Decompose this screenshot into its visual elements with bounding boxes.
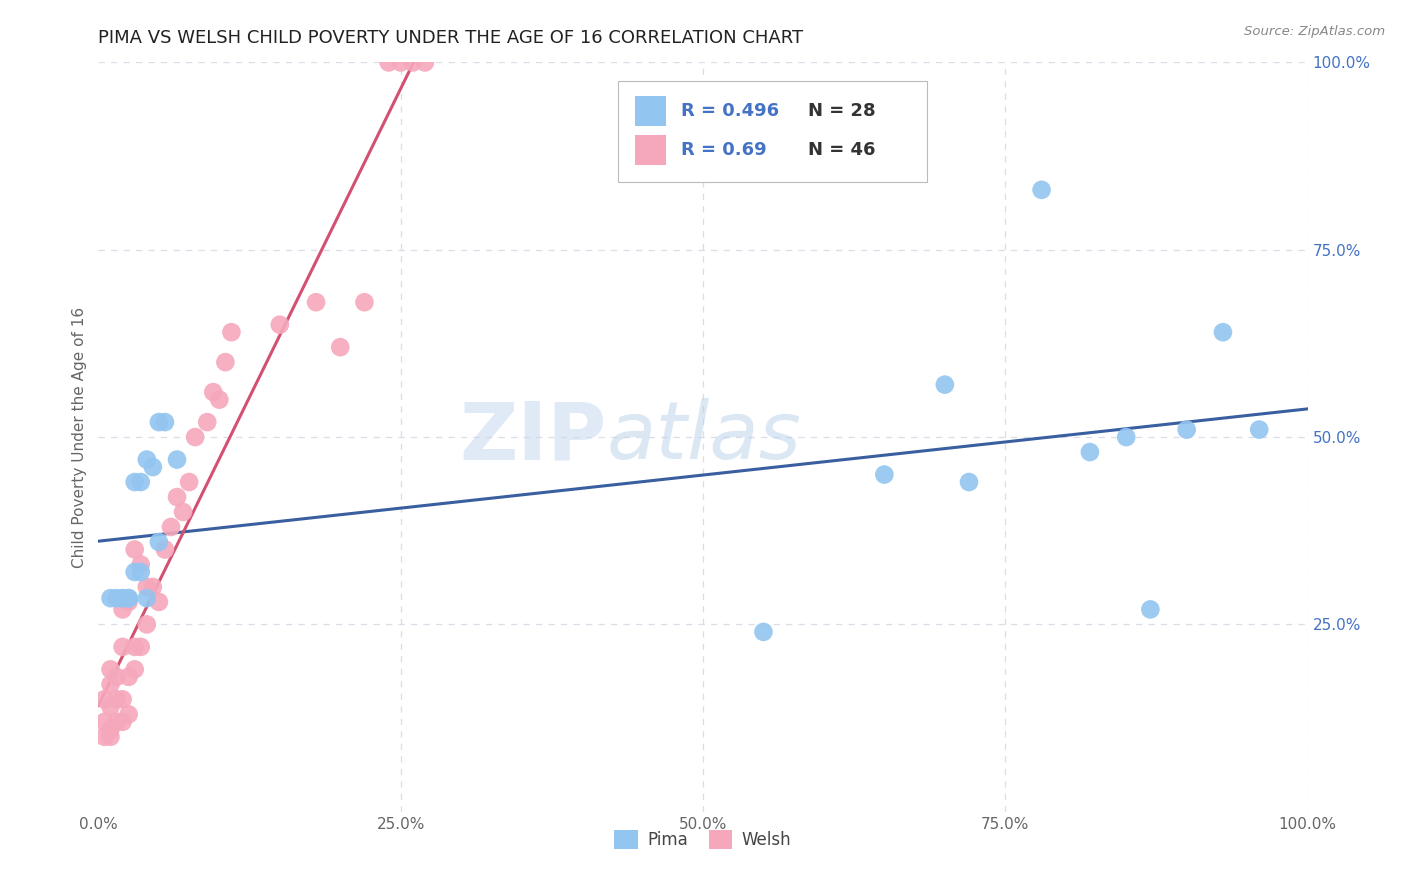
- Point: [135, 580, 157, 594]
- Point: [305, 295, 328, 310]
- Point: [100, 699, 122, 714]
- Point: [100, 677, 122, 691]
- Point: [184, 430, 207, 444]
- Point: [124, 662, 146, 676]
- Point: [1031, 183, 1053, 197]
- Point: [208, 392, 231, 407]
- Point: [353, 295, 375, 310]
- Text: PIMA VS WELSH CHILD POVERTY UNDER THE AGE OF 16 CORRELATION CHART: PIMA VS WELSH CHILD POVERTY UNDER THE AG…: [98, 29, 804, 47]
- Point: [389, 55, 412, 70]
- Point: [100, 723, 122, 737]
- Point: [1212, 325, 1234, 339]
- Point: [105, 670, 128, 684]
- Text: N = 46: N = 46: [808, 141, 876, 159]
- Point: [142, 460, 165, 475]
- Point: [934, 377, 956, 392]
- Point: [129, 640, 152, 654]
- Text: N = 28: N = 28: [808, 103, 876, 120]
- Point: [142, 580, 165, 594]
- Point: [377, 55, 399, 70]
- Point: [111, 591, 134, 606]
- Text: R = 0.496: R = 0.496: [682, 103, 779, 120]
- Point: [1249, 423, 1271, 437]
- Point: [172, 505, 194, 519]
- Point: [111, 591, 134, 606]
- Text: atlas: atlas: [606, 398, 801, 476]
- Point: [124, 542, 146, 557]
- Point: [118, 670, 141, 684]
- FancyBboxPatch shape: [636, 96, 665, 126]
- Point: [148, 595, 170, 609]
- Point: [111, 692, 134, 706]
- Point: [124, 640, 146, 654]
- Point: [179, 475, 201, 489]
- Point: [118, 591, 141, 606]
- Point: [105, 692, 128, 706]
- Point: [329, 340, 352, 354]
- Y-axis label: Child Poverty Under the Age of 16: Child Poverty Under the Age of 16: [72, 307, 87, 567]
- Text: Source: ZipAtlas.com: Source: ZipAtlas.com: [1244, 25, 1385, 38]
- Point: [148, 535, 170, 549]
- Point: [195, 415, 218, 429]
- Point: [93, 714, 115, 729]
- Point: [402, 55, 425, 70]
- Point: [100, 662, 122, 676]
- Point: [105, 714, 128, 729]
- Point: [269, 318, 291, 332]
- Point: [111, 602, 134, 616]
- Text: ZIP: ZIP: [458, 398, 606, 476]
- FancyBboxPatch shape: [636, 135, 665, 165]
- Point: [752, 624, 775, 639]
- Point: [166, 452, 188, 467]
- Point: [413, 55, 436, 70]
- Point: [124, 565, 146, 579]
- Point: [135, 617, 157, 632]
- Point: [153, 415, 176, 429]
- Point: [118, 707, 141, 722]
- Point: [148, 415, 170, 429]
- Legend: Pima, Welsh: Pima, Welsh: [607, 823, 799, 855]
- Point: [93, 692, 115, 706]
- Text: R = 0.69: R = 0.69: [682, 141, 766, 159]
- Point: [111, 640, 134, 654]
- Point: [1078, 445, 1101, 459]
- Point: [153, 542, 176, 557]
- Point: [221, 325, 243, 339]
- Point: [118, 591, 141, 606]
- Point: [118, 595, 141, 609]
- Point: [93, 730, 115, 744]
- Point: [124, 475, 146, 489]
- Point: [957, 475, 980, 489]
- Point: [111, 714, 134, 729]
- Point: [100, 591, 122, 606]
- Point: [202, 385, 225, 400]
- Point: [129, 565, 152, 579]
- FancyBboxPatch shape: [619, 81, 927, 182]
- Point: [214, 355, 236, 369]
- Point: [166, 490, 188, 504]
- Point: [160, 520, 183, 534]
- Point: [1175, 423, 1198, 437]
- Point: [129, 558, 152, 572]
- Point: [105, 591, 128, 606]
- Point: [135, 591, 157, 606]
- Point: [135, 452, 157, 467]
- Point: [100, 730, 122, 744]
- Point: [1115, 430, 1137, 444]
- Point: [873, 467, 896, 482]
- Point: [1139, 602, 1161, 616]
- Point: [129, 475, 152, 489]
